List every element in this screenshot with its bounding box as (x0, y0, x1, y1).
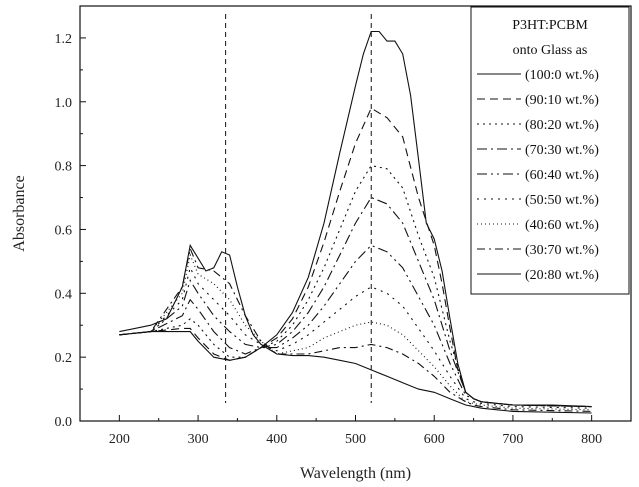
legend-entry: (50:50 wt.%) (525, 193, 599, 208)
legend-entry: (90:10 wt.%) (525, 93, 599, 108)
legend-entry: (20:80 wt.%) (525, 268, 599, 283)
y-tick-label: 0.2 (55, 351, 73, 366)
series-line-1 (119, 30, 592, 408)
legend-entry: (80:20 wt.%) (525, 118, 599, 133)
x-tick-label: 400 (266, 432, 287, 447)
y-tick-label: 1.2 (55, 32, 73, 47)
x-tick-label: 800 (581, 432, 602, 447)
x-tick-label: 500 (345, 432, 366, 447)
series-line-5 (119, 244, 592, 408)
x-tick-label: 200 (109, 432, 130, 447)
y-axis-title: Absorbance (11, 175, 28, 251)
series-line-6 (119, 266, 592, 409)
legend-entry: (40:60 wt.%) (525, 218, 599, 233)
series-layer (119, 30, 592, 414)
y-tick-label: 0.4 (55, 287, 73, 302)
series-line-4 (119, 196, 592, 408)
x-tick-label: 600 (424, 432, 445, 447)
legend-title-line: onto Glass as (513, 43, 588, 58)
series-line-2 (119, 107, 592, 408)
y-tick-label: 0.6 (55, 223, 73, 238)
y-tick-label: 1.0 (55, 96, 73, 111)
axes-layer: 200 300 400 500 600 700 800 0.0 0.2 0.4 0.6 0.8 1.0 1… (55, 5, 602, 447)
legend-entry: (70:30 wt.%) (525, 143, 599, 158)
y-tick-label: 0.0 (55, 415, 73, 430)
series-line-9 (119, 243, 592, 414)
x-axis-title: Wavelength (nm) (300, 465, 411, 482)
reference-lines (225, 14, 372, 403)
legend-title-line: P3HT:PCBM (512, 18, 588, 33)
y-tick-label: 0.8 (55, 160, 73, 175)
legend-entry: (60:40 wt.%) (525, 168, 599, 183)
series-line-8 (119, 246, 592, 412)
legend-entry: (30:70 wt.%) (525, 243, 599, 258)
legend: P3HT:PCBM onto Glass as (100:0 wt.%) (90:10… (470, 6, 630, 295)
legend-entry: (100:0 wt.%) (525, 68, 599, 83)
x-tick-label: 700 (502, 432, 523, 447)
x-tick-label: 300 (188, 432, 209, 447)
legend-box (470, 6, 630, 295)
